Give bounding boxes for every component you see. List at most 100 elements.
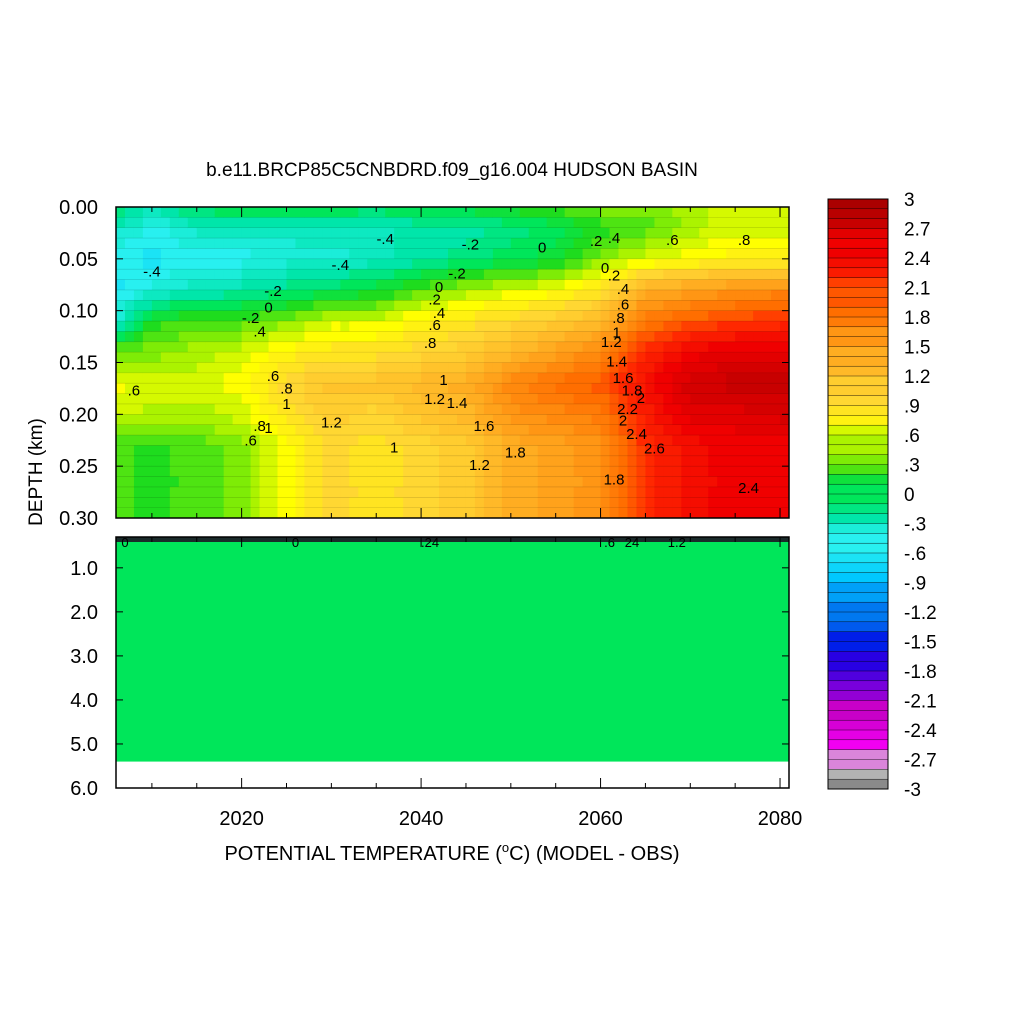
heatmap-cell — [421, 497, 431, 509]
heatmap-cell — [465, 258, 476, 270]
heatmap-cell — [367, 258, 377, 270]
heatmap-cell — [241, 414, 252, 426]
heatmap-cell — [304, 321, 315, 332]
colorbar-swatch — [827, 641, 889, 652]
heatmap-cell — [394, 393, 404, 405]
heatmap-cell — [465, 217, 476, 229]
heatmap-cell — [690, 372, 700, 384]
heatmap-cell — [501, 507, 512, 518]
heatmap-cell — [322, 227, 332, 239]
heatmap-cell — [277, 207, 288, 218]
heatmap-cell — [780, 403, 789, 415]
heatmap-cell — [555, 383, 566, 395]
heatmap-cell — [241, 466, 252, 478]
heatmap-cell — [421, 435, 431, 447]
heatmap-cell — [214, 362, 225, 374]
colorbar-swatch — [827, 592, 889, 603]
heatmap-cell — [430, 445, 440, 457]
heatmap-cell — [232, 279, 243, 291]
heatmap-cell — [259, 310, 270, 322]
heatmap-cell — [268, 300, 279, 312]
heatmap-cell — [492, 383, 503, 395]
heatmap-cell — [654, 466, 664, 478]
heatmap-cell — [403, 362, 413, 374]
heatmap-cell — [196, 217, 207, 229]
heatmap-cell — [295, 372, 306, 384]
heatmap-cell — [546, 362, 557, 374]
heatmap-cell — [232, 497, 243, 509]
heatmap-cell — [412, 455, 422, 467]
heatmap-cell — [376, 383, 386, 395]
heatmap-cell — [133, 414, 144, 426]
x-tick-label: 2080 — [758, 808, 803, 830]
heatmap-cell — [448, 476, 458, 488]
heatmap-cell — [717, 507, 727, 518]
heatmap-cell — [169, 393, 180, 405]
heatmap-cell — [609, 238, 620, 250]
heatmap-cell — [160, 497, 171, 509]
heatmap-cell — [771, 331, 781, 343]
heatmap-cell — [241, 383, 252, 395]
heatmap-cell — [717, 476, 727, 488]
heatmap-cell — [421, 476, 431, 488]
heatmap-cell — [501, 300, 512, 312]
heatmap-cell — [780, 466, 789, 478]
heatmap-cell — [349, 507, 359, 518]
heatmap-cell — [771, 403, 781, 415]
heatmap-cell — [456, 279, 467, 291]
colorbar-swatch — [827, 434, 889, 446]
heatmap-cell — [116, 352, 126, 364]
heatmap-cell — [232, 227, 243, 239]
heatmap-cell — [268, 435, 279, 447]
heatmap-cell — [421, 466, 431, 478]
heatmap-cell — [636, 269, 647, 281]
heatmap-cell — [636, 248, 647, 260]
heatmap-cell — [618, 300, 629, 312]
heatmap-cell — [241, 238, 252, 250]
heatmap-cell — [555, 393, 566, 405]
heatmap-cell — [358, 300, 368, 312]
heatmap-cell — [609, 466, 620, 478]
heatmap-cell — [627, 248, 638, 260]
heatmap-cell — [654, 269, 664, 281]
heatmap-cell — [690, 207, 700, 218]
heatmap-cell — [385, 217, 395, 229]
heatmap-cell — [295, 258, 306, 270]
heatmap-cell — [295, 486, 306, 498]
heatmap-cell — [510, 300, 521, 312]
heatmap-cell — [546, 238, 557, 250]
heatmap-cell — [492, 217, 503, 229]
heatmap-cell — [367, 372, 377, 384]
heatmap-cell — [187, 227, 198, 239]
heatmap-cell — [591, 362, 602, 374]
heatmap-cell — [699, 372, 709, 384]
heatmap-cell — [448, 507, 458, 518]
heatmap-cell — [600, 466, 611, 478]
heatmap-cell — [286, 445, 297, 457]
heatmap-cell — [501, 486, 512, 498]
heatmap-cell — [439, 445, 449, 457]
heatmap-cell — [582, 310, 593, 322]
heatmap-cell — [474, 486, 485, 498]
heatmap-cell — [717, 310, 727, 322]
heatmap-cell — [358, 362, 368, 374]
heatmap-cell — [717, 269, 727, 281]
heatmap-cell — [618, 445, 629, 457]
x-tick-label: 2060 — [578, 808, 623, 830]
heatmap-cell — [385, 227, 395, 239]
heatmap-cell — [609, 497, 620, 509]
heatmap-cell — [367, 238, 377, 250]
heatmap-cell — [439, 207, 449, 218]
heatmap-cell — [448, 445, 458, 457]
heatmap-cell — [636, 352, 647, 364]
heatmap-cell — [232, 269, 243, 281]
lower-fill — [116, 537, 789, 762]
heatmap-cell — [564, 248, 575, 260]
heatmap-cell — [564, 414, 575, 426]
heatmap-cell — [645, 279, 655, 291]
heatmap-cell — [304, 507, 315, 518]
heatmap-cell — [699, 269, 709, 281]
heatmap-cell — [510, 238, 521, 250]
heatmap-cell — [753, 248, 763, 260]
